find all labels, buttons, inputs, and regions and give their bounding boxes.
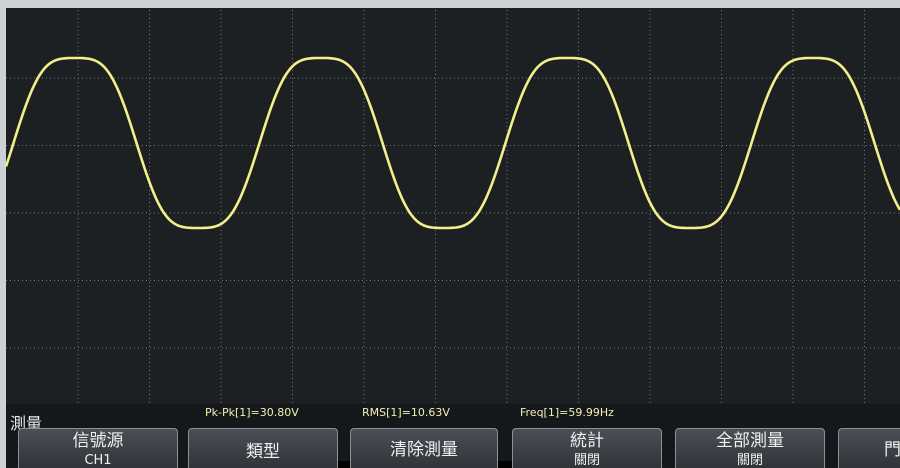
button-label: 門 [884, 440, 900, 460]
menu-button[interactable]: 類型 [188, 428, 338, 468]
scope-display [0, 0, 900, 468]
button-sub: CH1 [19, 451, 177, 468]
button-label: 全部測量 [716, 431, 784, 451]
measurement: Pk-Pk[1]=30.80V [205, 406, 299, 419]
plot-area [6, 8, 900, 408]
menu-button[interactable]: 門 [838, 428, 900, 468]
oscilloscope-screen: 測量 Pk-Pk[1]=30.80V RMS[1]=10.63V Freq[1]… [0, 0, 900, 468]
menu-button[interactable]: 統計關閉 [512, 428, 662, 468]
button-label: 清除測量 [390, 440, 458, 460]
button-label: 統計 [570, 431, 604, 451]
menu-button[interactable]: 清除測量 [350, 428, 498, 468]
button-label: 信號源 [73, 431, 124, 451]
measurement: Freq[1]=59.99Hz [520, 406, 614, 419]
button-label: 類型 [246, 442, 280, 462]
menu-button[interactable]: 全部測量關閉 [675, 428, 825, 468]
measurement: RMS[1]=10.63V [362, 406, 450, 419]
button-sub: 關閉 [676, 451, 824, 468]
button-sub: 關閉 [513, 451, 661, 468]
